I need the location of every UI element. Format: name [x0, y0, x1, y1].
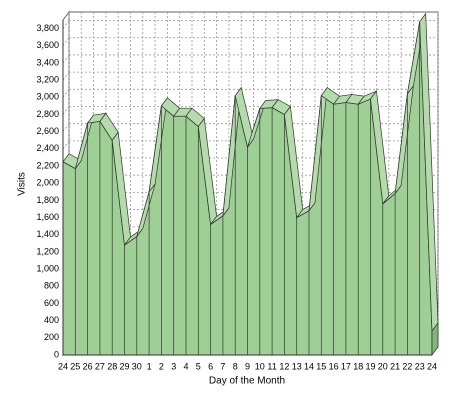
x-tick-label: 16 [329, 361, 339, 371]
x-tick-label: 6 [208, 361, 213, 371]
x-tick-label: 13 [292, 361, 302, 371]
grid-line [62, 71, 70, 81]
x-tick-label: 21 [390, 361, 400, 371]
y-tick-label: 2,200 [36, 160, 59, 170]
x-tick-label: 28 [107, 361, 117, 371]
y-tick-label: 1,600 [36, 212, 59, 222]
x-tick-label: 23 [415, 361, 425, 371]
y-tick-label: 800 [44, 281, 59, 291]
grid-line [62, 123, 70, 132]
x-tick-label: 11 [267, 361, 276, 371]
x-tick-label: 20 [378, 361, 388, 371]
x-tick-label: 24 [58, 361, 68, 371]
x-tick-label: 17 [341, 361, 351, 371]
y-tick-label: 200 [44, 332, 59, 342]
x-tick-label: 22 [402, 361, 412, 371]
y-tick-label: 2,800 [36, 109, 59, 119]
y-tick-label: 2,000 [36, 178, 59, 188]
y-tick-label: 3,000 [36, 92, 59, 102]
y-tick-label: 1,200 [36, 246, 59, 256]
x-tick-label: 10 [255, 361, 265, 371]
x-tick-label: 15 [316, 361, 326, 371]
x-tick-label: 24 [427, 361, 437, 371]
y-tick-label: 3,200 [36, 75, 59, 85]
x-tick-label: 8 [233, 361, 238, 371]
y-tick-label: 2,600 [36, 126, 59, 136]
x-tick-label: 1 [147, 361, 152, 371]
x-tick-label: 7 [220, 361, 225, 371]
y-tick-label: 3,400 [36, 57, 59, 67]
y-tick-label: 400 [44, 315, 59, 325]
x-tick-label: 27 [95, 361, 105, 371]
y-tick-label: 1,400 [36, 229, 59, 239]
x-tick-label: 12 [279, 361, 289, 371]
grid-line [62, 89, 70, 98]
x-tick-label: 2 [159, 361, 164, 371]
area-end-face [431, 321, 439, 357]
x-tick-label: 26 [83, 361, 93, 371]
x-tick-label: 25 [70, 361, 80, 371]
y-tick-label: 3,600 [36, 40, 59, 50]
grid-line [62, 54, 70, 64]
x-tick-label: 19 [365, 361, 375, 371]
y-tick-label: 1,000 [36, 263, 59, 273]
x-tick-label: 3 [171, 361, 176, 371]
x-tick-label: 4 [183, 361, 188, 371]
grid-line [62, 106, 70, 115]
y-tick-label: 3,800 [36, 23, 59, 33]
y-tick-label: 1,800 [36, 195, 59, 205]
y-axis-title: Visits [17, 172, 28, 196]
y-tick-label: 2,400 [36, 143, 59, 153]
y-tick-label: 600 [44, 298, 59, 308]
x-tick-label: 29 [119, 361, 129, 371]
x-tick-label: 9 [245, 361, 250, 371]
grid-line [62, 140, 70, 150]
grid-line [62, 37, 70, 47]
x-tick-label: 14 [304, 361, 314, 371]
x-axis-title: Day of the Month [209, 376, 285, 387]
x-tick-label: 30 [132, 361, 142, 371]
y-tick-label: 0 [54, 349, 59, 359]
grid-line [62, 20, 70, 29]
x-tick-label: 18 [353, 361, 363, 371]
x-tick-label: 5 [196, 361, 201, 371]
